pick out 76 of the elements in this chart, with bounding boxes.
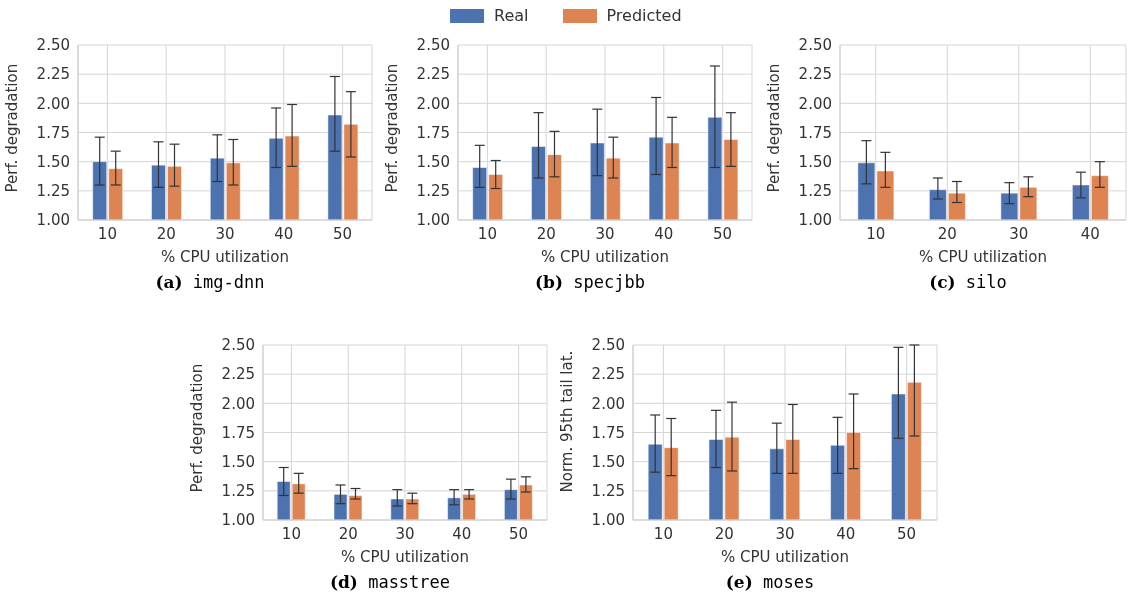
x-tick-label: 50 <box>333 224 353 243</box>
x-axis-title: % CPU utilization <box>721 548 849 566</box>
y-tick-label: 2.50 <box>591 336 625 355</box>
y-tick-label: 1.00 <box>591 511 625 530</box>
x-tick-label: 10 <box>866 224 886 243</box>
x-tick-label: 10 <box>97 224 117 243</box>
y-axis-title: Perf. degradation <box>383 63 402 193</box>
y-tick-label: 1.75 <box>591 423 625 442</box>
y-tick-label: 2.50 <box>416 36 450 55</box>
y-tick-label: 1.00 <box>416 211 450 230</box>
y-tick-label: 1.50 <box>416 152 450 171</box>
text: (b) specjbb <box>535 272 645 292</box>
x-axis-title: % CPU utilization <box>541 248 669 266</box>
y-tick-label: 1.50 <box>798 152 832 171</box>
x-tick-label: 20 <box>536 224 556 243</box>
x-tick-label: 50 <box>897 524 917 543</box>
x-tick-label: 30 <box>1009 224 1029 243</box>
x-tick-label: 40 <box>274 224 294 243</box>
text: (a) img-dnn <box>155 272 265 292</box>
y-tick-label: 2.25 <box>36 65 70 84</box>
x-tick-label: 40 <box>1080 224 1100 243</box>
y-tick-label: 1.00 <box>36 211 70 230</box>
x-tick-label: 20 <box>338 524 358 543</box>
legend-label: Real <box>494 6 529 25</box>
y-axis-title: Perf. degradation <box>188 363 207 493</box>
y-tick-label: 1.50 <box>221 452 255 471</box>
y-axis-title: Perf. degradation <box>765 63 784 193</box>
x-tick-label: 40 <box>836 524 856 543</box>
legend-label: Predicted <box>606 6 682 25</box>
y-tick-label: 1.75 <box>416 123 450 142</box>
x-tick-label: 50 <box>509 524 529 543</box>
y-tick-label: 2.50 <box>798 36 832 55</box>
y-tick-label: 1.25 <box>416 182 450 201</box>
x-tick-label: 20 <box>156 224 176 243</box>
x-tick-label: 30 <box>595 224 615 243</box>
y-tick-label: 2.00 <box>416 94 450 113</box>
y-tick-label: 1.00 <box>798 211 832 230</box>
x-tick-label: 30 <box>395 524 415 543</box>
x-tick-label: 50 <box>713 224 733 243</box>
x-tick-label: 40 <box>452 524 472 543</box>
y-tick-label: 1.25 <box>221 482 255 501</box>
text: (c) silo <box>929 272 1007 292</box>
x-tick-label: 30 <box>775 524 795 543</box>
text: (e) moses <box>725 572 815 592</box>
y-tick-label: 1.50 <box>591 452 625 471</box>
x-axis-title: % CPU utilization <box>919 248 1047 266</box>
y-tick-label: 2.00 <box>36 94 70 113</box>
y-tick-label: 1.75 <box>798 123 832 142</box>
x-axis-title: % CPU utilization <box>161 248 289 266</box>
y-axis-title: Norm. 95th tail lat. <box>558 350 577 493</box>
y-tick-label: 2.25 <box>798 65 832 84</box>
y-tick-label: 2.25 <box>221 365 255 384</box>
y-tick-label: 2.25 <box>416 65 450 84</box>
y-tick-label: 1.50 <box>36 152 70 171</box>
y-tick-label: 1.25 <box>798 182 832 201</box>
x-tick-label: 10 <box>653 524 673 543</box>
y-tick-label: 2.00 <box>798 94 832 113</box>
y-tick-label: 2.50 <box>221 336 255 355</box>
x-tick-label: 20 <box>714 524 734 543</box>
y-tick-label: 1.75 <box>221 423 255 442</box>
y-tick-label: 1.25 <box>591 482 625 501</box>
x-tick-label: 10 <box>477 224 497 243</box>
x-tick-label: 10 <box>281 524 301 543</box>
x-tick-label: 20 <box>937 224 957 243</box>
y-tick-label: 2.00 <box>591 394 625 413</box>
y-tick-label: 1.75 <box>36 123 70 142</box>
y-tick-label: 2.50 <box>36 36 70 55</box>
y-tick-label: 1.00 <box>221 511 255 530</box>
y-tick-label: 2.00 <box>221 394 255 413</box>
x-axis-title: % CPU utilization <box>341 548 469 566</box>
x-tick-label: 40 <box>654 224 674 243</box>
y-tick-label: 1.25 <box>36 182 70 201</box>
x-tick-label: 30 <box>215 224 235 243</box>
y-axis-title: Perf. degradation <box>3 63 22 193</box>
y-tick-label: 2.25 <box>591 365 625 384</box>
text: (d) masstree <box>329 572 451 592</box>
